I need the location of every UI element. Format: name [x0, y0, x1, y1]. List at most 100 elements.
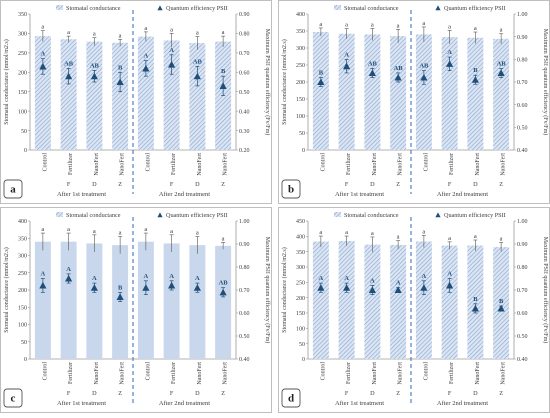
y-right-tick-label: 0.70	[239, 288, 250, 294]
quantum-efficiency-marker	[65, 72, 73, 80]
y-left-tick-label: 300	[18, 254, 27, 260]
legend: Stomatal conductance Quantum efficiency P…	[334, 212, 506, 219]
bar	[86, 243, 103, 359]
panel-letter: d	[288, 393, 294, 405]
legend-swatch-bars	[334, 5, 341, 10]
x-category-label: Fertilizer	[171, 153, 177, 175]
y-right-tick-label: 0.80	[239, 265, 250, 271]
marker-significance-letter: A	[344, 51, 349, 58]
bar-significance-letter: a	[41, 226, 44, 233]
bar-significance-letter: a	[474, 25, 477, 32]
quantum-efficiency-marker	[343, 284, 351, 291]
x-category-label: Control	[423, 153, 429, 172]
y-left-tick-label: 350	[296, 250, 305, 256]
bar-significance-letter: a	[222, 29, 225, 36]
x-category-label: Fertilizer	[449, 153, 455, 175]
bar-significance-letter: a	[170, 26, 173, 33]
x-category-sublabel: F	[448, 390, 452, 397]
x-category-sublabel: D	[370, 181, 375, 188]
y-right-tick-label: 0.50	[239, 90, 250, 96]
bar-significance-letter: a	[119, 230, 122, 237]
marker-significance-letter: A	[169, 47, 174, 54]
bar-significance-letter: a	[319, 21, 322, 28]
bar	[493, 38, 510, 150]
y-right-tick-label: 0.40	[239, 357, 250, 363]
x-category-label: Control	[42, 153, 48, 172]
y-left-tick-label: 50	[299, 342, 305, 348]
marker-significance-letter: A	[422, 273, 427, 280]
legend-label-triangle: Quantum efficiency PSII	[444, 5, 506, 12]
bar	[189, 245, 206, 359]
y-left-tick-label: 100	[296, 327, 305, 333]
quantum-efficiency-marker	[142, 64, 150, 72]
x-category-label: NanoFert	[501, 362, 507, 385]
marker-significance-letter: AB	[394, 65, 404, 72]
x-category-label: NanoFert	[223, 153, 229, 176]
y-left-tick-label: 300	[18, 32, 27, 38]
x-category-sublabel: Z	[396, 390, 400, 397]
bar	[364, 244, 381, 359]
y-right-tick-label: 0.90	[239, 242, 250, 248]
bar	[312, 241, 329, 359]
bar	[467, 245, 484, 359]
y-left-tick-label: 350	[296, 29, 305, 35]
bar-significance-letter: a	[93, 31, 96, 38]
y-right-tick-label: 0.80	[517, 265, 528, 271]
marker-significance-letter: B	[118, 64, 123, 71]
marker-significance-letter: AB	[219, 280, 229, 287]
marker-significance-letter: A	[370, 277, 375, 284]
y-left-tick-label: 100	[296, 114, 305, 120]
treatment-label-2: After 2nd treatment	[437, 400, 488, 407]
y-left-tick-label: 150	[18, 90, 27, 96]
y-left-tick-label: 250	[296, 281, 305, 287]
bar-significance-letter: a	[196, 30, 199, 37]
y-left-tick-label: 250	[296, 63, 305, 69]
bar-significance-letter: a	[345, 22, 348, 29]
quantum-efficiency-marker	[90, 284, 98, 291]
y-right-tick-label: 0.50	[239, 334, 250, 340]
marker-significance-letter: AB	[90, 62, 100, 69]
panel-letter-box	[3, 388, 23, 408]
treatment-label-1: After 1st treatment	[57, 191, 106, 198]
x-category-label: NanoFert	[398, 362, 404, 385]
x-category-sublabel: D	[370, 390, 375, 397]
y-right-tick-label: 0.40	[517, 148, 528, 154]
bar	[390, 36, 407, 150]
quantum-efficiency-marker	[168, 60, 176, 68]
bar-significance-letter: a	[41, 24, 44, 31]
y-right-axis-title: Maximum PSII quantum efficiency (Fv/Fm)	[264, 237, 271, 344]
legend-swatch-triangle	[157, 212, 163, 218]
bar	[493, 247, 510, 359]
bar	[34, 241, 51, 359]
x-category-label: NanoFert	[197, 362, 203, 385]
x-category-sublabel: Z	[221, 390, 225, 397]
marker-significance-letter: B	[319, 69, 324, 76]
marker-significance-letter: A	[319, 275, 324, 282]
x-category-label: NanoFert	[372, 362, 378, 385]
x-category-sublabel: F	[345, 181, 349, 188]
treatment-label-1: After 1st treatment	[335, 191, 384, 198]
marker-significance-letter: B	[499, 298, 504, 305]
legend: Stomatal conductance Quantum efficiency P…	[56, 212, 228, 219]
x-category-sublabel: F	[345, 390, 349, 397]
y-right-tick-label: 0.60	[239, 311, 250, 317]
y-left-tick-label: 300	[296, 265, 305, 271]
y-right-tick-label: 0.40	[517, 357, 528, 363]
y-right-tick-label: 0.20	[239, 148, 250, 154]
y-right-tick-label: 0.60	[517, 311, 528, 317]
treatment-label-1: After 1st treatment	[335, 400, 384, 407]
quantum-efficiency-marker	[368, 286, 376, 294]
x-category-label: Control	[320, 153, 326, 172]
x-category-label: Fertilizer	[449, 362, 455, 384]
y-right-tick-label: 0.50	[517, 126, 528, 132]
x-category-sublabel: F	[67, 390, 71, 397]
bar	[467, 37, 484, 150]
y-right-tick-label: 0.80	[239, 32, 250, 38]
bar	[137, 36, 154, 151]
quantum-efficiency-marker	[193, 72, 201, 80]
x-category-sublabel: F	[170, 390, 174, 397]
y-left-axis-title: Stomatal conductance (mmol/m2.s)	[281, 247, 288, 332]
x-category-sublabel: Z	[221, 181, 225, 188]
bar	[312, 32, 329, 150]
legend-swatch-bars	[56, 212, 63, 217]
